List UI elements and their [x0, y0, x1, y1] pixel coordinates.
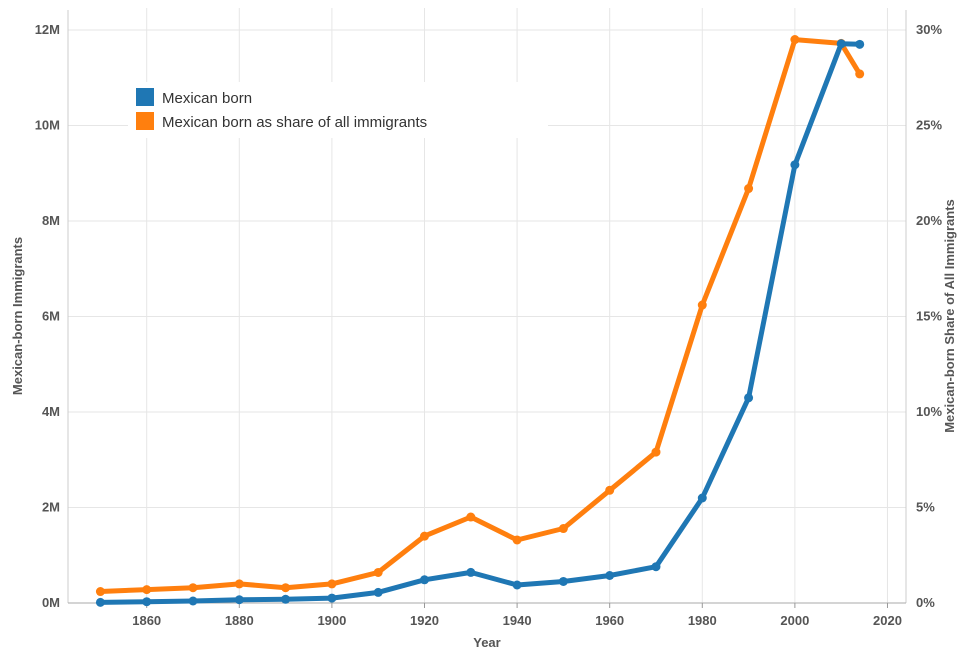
legend-background: [128, 82, 548, 138]
data-point-mexican-born: [558, 576, 568, 586]
data-point-mexican-born: [697, 493, 707, 503]
x-tick-label: 1960: [595, 613, 624, 628]
right-y-tick-label: 30%: [916, 22, 942, 37]
left-y-tick-label: 6M: [42, 309, 60, 324]
right-y-axis-title: Mexican-born Share of All Immigrants: [942, 199, 957, 433]
legend-swatch-share: [136, 112, 154, 130]
data-point-mexican-born: [836, 39, 846, 49]
left-y-tick-label: 8M: [42, 213, 60, 228]
data-point-share: [855, 69, 865, 79]
data-point-mexican-born: [142, 597, 152, 607]
data-point-mexican-born: [419, 575, 429, 585]
x-axis-title: Year: [473, 635, 500, 650]
data-point-share: [512, 535, 522, 545]
data-point-mexican-born: [651, 562, 661, 572]
left-y-tick-label: 2M: [42, 500, 60, 515]
data-point-share: [281, 583, 291, 593]
left-y-tick-label: 0M: [42, 595, 60, 610]
data-point-share: [558, 524, 568, 534]
data-point-share: [651, 447, 661, 457]
data-point-mexican-born: [790, 160, 800, 170]
left-y-axis-title: Mexican-born Immigrants: [10, 237, 25, 395]
data-point-share: [95, 587, 105, 597]
left-y-axis-ticks: 0M 2M 4M 6M 8M 10M 12M: [35, 22, 60, 610]
data-point-mexican-born: [188, 596, 198, 606]
x-tick-label: 1900: [317, 613, 346, 628]
data-point-mexican-born: [95, 597, 105, 607]
legend-label-mexican-born: Mexican born: [162, 90, 252, 107]
legend-label-share: Mexican born as share of all immigrants: [162, 114, 427, 131]
x-tick-label: 1940: [503, 613, 532, 628]
data-point-mexican-born: [512, 580, 522, 590]
legend-swatch-mexican-born: [136, 88, 154, 106]
right-y-tick-label: 5%: [916, 500, 935, 515]
series-layer: [95, 35, 865, 607]
data-point-mexican-born: [744, 393, 754, 403]
right-y-tick-label: 10%: [916, 404, 942, 419]
x-tick-label: 2020: [873, 613, 902, 628]
data-point-share: [605, 485, 615, 495]
left-y-tick-label: 4M: [42, 404, 60, 419]
data-point-share: [697, 300, 707, 310]
x-tick-label: 1880: [225, 613, 254, 628]
series-line-mexican-born: [97, 41, 863, 605]
x-tick-label: 1920: [410, 613, 439, 628]
right-y-tick-label: 25%: [916, 118, 942, 133]
data-point-share: [744, 184, 754, 194]
right-y-tick-label: 20%: [916, 213, 942, 228]
data-point-share: [234, 579, 244, 589]
data-point-mexican-born: [281, 594, 291, 604]
data-point-share: [327, 579, 337, 589]
data-point-mexican-born: [234, 595, 244, 605]
data-point-mexican-born: [605, 570, 615, 580]
series-line-share: [97, 37, 863, 594]
right-y-axis-ticks: 0% 5% 10% 15% 20% 25% 30%: [916, 22, 942, 610]
right-y-tick-label: 0%: [916, 595, 935, 610]
legend: Mexican born Mexican born as share of al…: [128, 82, 548, 138]
x-axis-ticks: 1860 1880 1900 1920 1940 1960 1980 2000 2020: [132, 603, 902, 628]
data-point-share: [373, 567, 383, 577]
data-point-mexican-born: [466, 567, 476, 577]
left-y-tick-label: 10M: [35, 118, 60, 133]
left-y-tick-label: 12M: [35, 22, 60, 37]
data-point-mexican-born: [373, 587, 383, 597]
data-point-share: [466, 512, 476, 522]
x-tick-label: 2000: [780, 613, 809, 628]
data-point-mexican-born: [855, 39, 865, 49]
data-point-share: [188, 583, 198, 593]
data-point-share: [142, 585, 152, 595]
data-point-share: [419, 531, 429, 541]
right-y-tick-label: 15%: [916, 309, 942, 324]
data-point-share: [790, 35, 800, 45]
data-point-mexican-born: [327, 593, 337, 603]
x-tick-label: 1860: [132, 613, 161, 628]
x-tick-label: 1980: [688, 613, 717, 628]
